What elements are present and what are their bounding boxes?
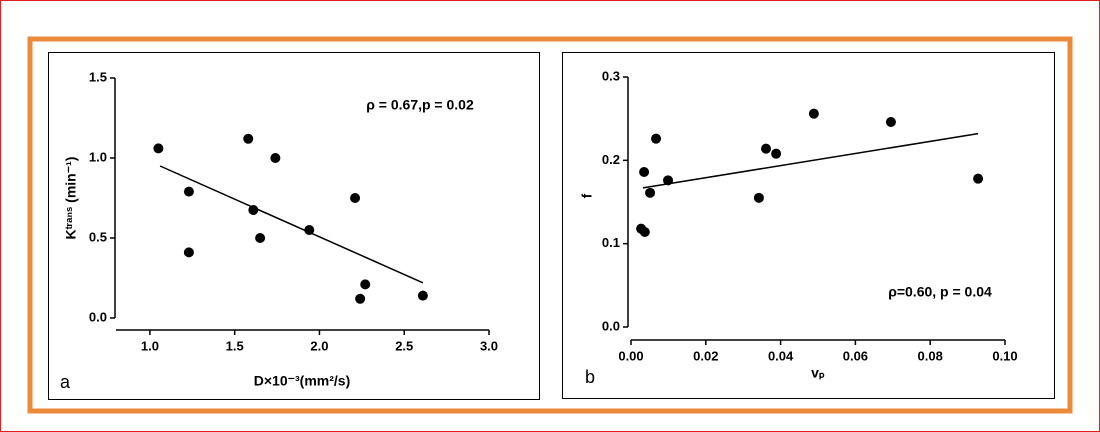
y-tick-label: 0.1 xyxy=(602,235,620,250)
panel-border xyxy=(562,52,1055,399)
point xyxy=(771,148,782,159)
point xyxy=(663,175,674,186)
x-tick-label: 2.0 xyxy=(310,338,328,353)
x-tick-label: 0.06 xyxy=(843,348,868,363)
x-tick-label: 3.0 xyxy=(480,338,498,353)
y-tick-label: 0.0 xyxy=(602,318,620,333)
x-tick-label: 1.5 xyxy=(226,338,244,353)
x-tick-label: 0.04 xyxy=(768,348,794,363)
point xyxy=(183,186,194,197)
panel-label: a xyxy=(60,372,71,392)
point xyxy=(753,192,764,203)
y-axis-label: Kᵗʳᵃⁿˢ (min⁻¹) xyxy=(63,157,79,240)
point xyxy=(651,133,662,144)
annotation: ρ=0.60, p = 0.04 xyxy=(888,284,992,300)
x-tick-label: 0.00 xyxy=(618,348,643,363)
point xyxy=(417,290,428,301)
fit-line xyxy=(159,165,424,284)
y-tick-label: 0.0 xyxy=(89,309,107,324)
point xyxy=(248,205,259,215)
y-tick-label: 1.5 xyxy=(89,69,107,84)
point xyxy=(761,143,772,154)
point xyxy=(645,187,656,198)
x-tick-label: 2.5 xyxy=(395,338,413,353)
fit-line xyxy=(642,132,979,189)
point xyxy=(639,227,650,237)
point xyxy=(885,117,896,127)
point xyxy=(255,233,266,243)
y-tick-label: 0.3 xyxy=(602,68,620,83)
y-tick-label: 1.0 xyxy=(89,149,107,164)
panel-border xyxy=(48,52,540,400)
panel-label: b xyxy=(585,367,595,387)
x-tick-label: 0.10 xyxy=(992,348,1017,363)
annotation: ρ = 0.67,p = 0.02 xyxy=(366,97,474,113)
point xyxy=(304,225,315,235)
point xyxy=(355,293,366,304)
x-axis-label: vₚ xyxy=(811,365,825,381)
x-axis-label: D×10⁻³(mm²/s) xyxy=(254,373,350,389)
x-tick-label: 1.0 xyxy=(141,338,159,353)
frame xyxy=(27,36,1073,414)
point xyxy=(153,143,164,154)
y-tick-label: 0.5 xyxy=(89,229,107,244)
point xyxy=(639,167,650,177)
x-tick-label: 0.02 xyxy=(693,348,718,363)
y-tick-label: 0.2 xyxy=(602,152,620,167)
point xyxy=(350,193,361,203)
x-tick-label: 0.08 xyxy=(918,348,943,363)
point xyxy=(270,153,281,163)
point xyxy=(243,133,254,144)
point xyxy=(808,108,819,119)
point xyxy=(973,173,984,184)
point xyxy=(360,279,371,290)
y-axis-label: f xyxy=(579,193,595,198)
point xyxy=(183,247,194,258)
